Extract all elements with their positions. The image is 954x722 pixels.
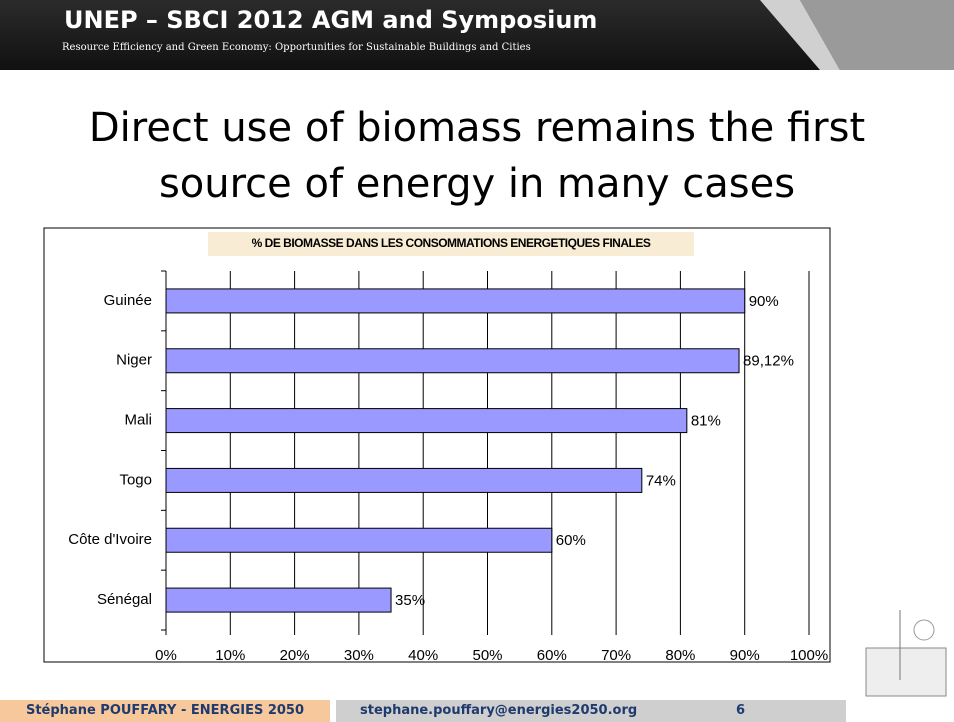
x-tick-label: 100% bbox=[790, 647, 828, 664]
bar bbox=[165, 408, 688, 434]
value-label: 60% bbox=[556, 532, 586, 549]
value-label: 74% bbox=[646, 472, 676, 489]
x-tick-label: 30% bbox=[344, 647, 374, 664]
chart: % DE BIOMASSE DANS LES CONSOMMATIONS ENE… bbox=[43, 227, 947, 697]
value-label: 35% bbox=[395, 592, 425, 609]
y-tick-label: Mali bbox=[124, 412, 152, 429]
page-number: 6 bbox=[736, 703, 746, 718]
bar bbox=[165, 467, 643, 493]
x-tick-label: 90% bbox=[730, 647, 760, 664]
value-label: 90% bbox=[749, 293, 779, 310]
y-tick-label: Côte d'Ivoire bbox=[68, 531, 152, 548]
footer-email: stephane.pouffary@energies2050.org bbox=[360, 703, 638, 718]
header-title: UNEP – SBCI 2012 AGM and Symposium bbox=[64, 6, 598, 34]
x-tick-label: 60% bbox=[537, 647, 567, 664]
footer: Stéphane POUFFARY - ENERGIES 2050 stepha… bbox=[0, 700, 954, 722]
logo bbox=[865, 610, 947, 697]
bar bbox=[165, 587, 392, 613]
x-tick-label: 20% bbox=[280, 647, 310, 664]
footer-email-bar: stephane.pouffary@energies2050.org bbox=[336, 700, 846, 722]
value-label: 81% bbox=[691, 413, 721, 430]
chart-title-bg bbox=[208, 232, 694, 256]
x-tick-label: 0% bbox=[155, 647, 177, 664]
bar bbox=[165, 527, 553, 553]
y-tick-label: Niger bbox=[116, 352, 152, 369]
y-tick-label: Sénégal bbox=[97, 591, 152, 608]
footer-author: Stéphane POUFFARY - ENERGIES 2050 bbox=[0, 700, 330, 722]
x-tick-label: 10% bbox=[215, 647, 245, 664]
y-tick-label: Togo bbox=[119, 471, 152, 488]
x-tick-label: 50% bbox=[472, 647, 502, 664]
slide-title: Direct use of biomass remains the first … bbox=[88, 105, 866, 207]
bar bbox=[165, 288, 746, 314]
x-tick-label: 80% bbox=[665, 647, 695, 664]
y-tick-label: Guinée bbox=[104, 292, 152, 309]
header-shape bbox=[760, 0, 954, 70]
bar bbox=[165, 348, 740, 374]
value-label: 89,12% bbox=[743, 353, 794, 370]
chart-title: % DE BIOMASSE DANS LES CONSOMMATIONS ENE… bbox=[252, 236, 651, 250]
x-tick-label: 70% bbox=[601, 647, 631, 664]
x-tick-label: 40% bbox=[408, 647, 438, 664]
header: UNEP – SBCI 2012 AGM and Symposium Resou… bbox=[0, 0, 954, 70]
header-subtitle: Resource Efficiency and Green Economy: O… bbox=[62, 42, 531, 53]
